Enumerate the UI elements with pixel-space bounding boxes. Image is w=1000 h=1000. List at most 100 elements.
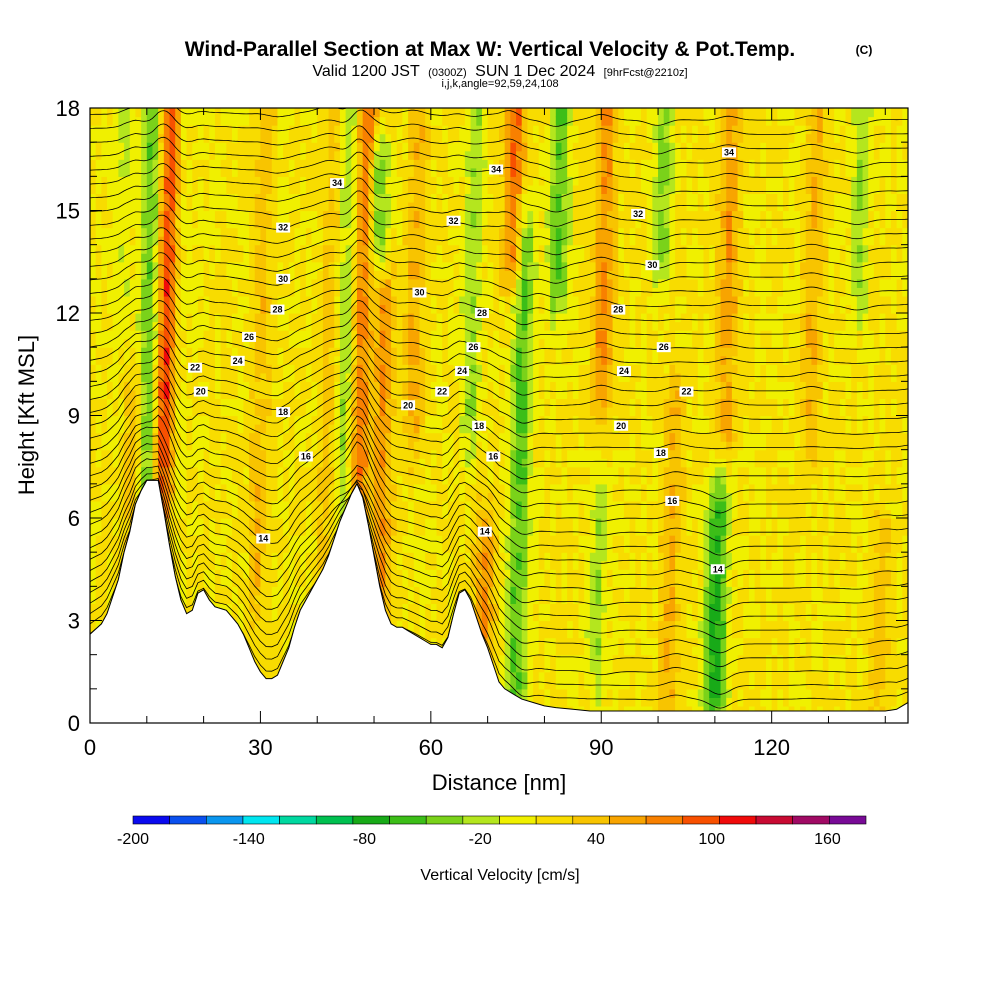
velocity-cell [294, 347, 301, 357]
velocity-cell [379, 295, 386, 306]
velocity-cell [408, 594, 415, 605]
velocity-cell [192, 125, 199, 135]
velocity-cell [374, 372, 381, 382]
velocity-cell [249, 108, 256, 118]
velocity-cell [334, 432, 341, 442]
velocity-cell [288, 278, 296, 288]
velocity-cell [112, 475, 120, 485]
velocity-cell [322, 167, 330, 177]
velocity-cell [186, 577, 193, 587]
velocity-cell [453, 355, 460, 365]
velocity-cell [362, 116, 369, 126]
velocity-cell [362, 261, 369, 271]
velocity-cell [402, 176, 409, 186]
velocity-cell [317, 381, 324, 391]
velocity-cell [430, 219, 438, 229]
velocity-cell [163, 372, 171, 382]
velocity-cell [152, 330, 159, 340]
velocity-cell [237, 483, 244, 493]
velocity-cell [442, 270, 449, 280]
velocity-cell [232, 244, 239, 254]
velocity-cell [186, 116, 193, 126]
velocity-cell [249, 509, 256, 519]
velocity-cell [232, 569, 239, 579]
velocity-cell [197, 458, 205, 468]
velocity-cell [141, 219, 148, 229]
velocity-cell [266, 466, 273, 476]
velocity-cell [362, 201, 369, 212]
velocity-cell [232, 236, 239, 246]
velocity-cell [90, 492, 97, 502]
velocity-cell [243, 193, 250, 203]
velocity-cell [368, 475, 375, 485]
velocity-cell [379, 347, 386, 357]
velocity-cell [317, 500, 324, 511]
velocity-cell [470, 150, 477, 160]
velocity-cell [101, 518, 108, 528]
velocity-cell [158, 287, 165, 297]
velocity-cell [214, 210, 222, 220]
velocity-cell [118, 253, 125, 263]
velocity-cell [271, 611, 279, 622]
velocity-cell [158, 355, 165, 365]
velocity-cell [107, 509, 114, 519]
velocity-cell [396, 500, 404, 511]
velocity-cell [135, 432, 142, 442]
velocity-cell [266, 381, 273, 391]
velocity-cell [368, 193, 375, 203]
velocity-cell [209, 253, 216, 263]
velocity-cell [470, 133, 477, 143]
velocity-cell [266, 108, 273, 118]
velocity-cell [288, 270, 296, 280]
velocity-cell [430, 629, 438, 639]
velocity-cell [385, 304, 392, 314]
velocity-cell [362, 184, 369, 195]
velocity-cell [95, 535, 102, 545]
velocity-cell [470, 270, 477, 280]
velocity-cell [197, 193, 205, 203]
velocity-cell [402, 210, 409, 220]
velocity-cell [107, 270, 114, 280]
velocity-cell [334, 483, 341, 493]
velocity-cell [260, 176, 267, 186]
velocity-cell [237, 142, 244, 152]
velocity-cell [345, 466, 352, 476]
velocity-cell [447, 603, 455, 613]
velocity-cell [408, 620, 415, 630]
velocity-cell [345, 475, 352, 485]
velocity-cell [197, 236, 205, 246]
velocity-cell [266, 313, 273, 323]
velocity-cell [118, 167, 125, 177]
velocity-cell [203, 133, 210, 143]
velocity-cell [476, 176, 483, 186]
velocity-cell [430, 125, 438, 135]
velocity-cell [107, 210, 114, 220]
velocity-cell [135, 406, 142, 417]
velocity-cell [180, 330, 188, 340]
velocity-cell [283, 389, 290, 400]
velocity-cell [101, 295, 108, 306]
velocity-cell [266, 415, 273, 425]
velocity-cell [209, 483, 216, 493]
velocity-cell [209, 236, 216, 246]
velocity-cell [408, 167, 415, 177]
velocity-cell [249, 184, 256, 195]
velocity-cell [413, 236, 421, 246]
velocity-cell [107, 518, 114, 528]
velocity-cell [237, 535, 244, 545]
velocity-cell [209, 244, 216, 254]
velocity-cell [283, 449, 290, 459]
velocity-cell [447, 253, 455, 263]
velocity-cell [391, 330, 398, 340]
velocity-cell [243, 347, 250, 357]
velocity-cell [220, 125, 227, 135]
velocity-cell [288, 398, 296, 408]
velocity-cell [163, 398, 171, 408]
velocity-cell [345, 261, 352, 271]
velocity-cell [209, 569, 216, 579]
velocity-cell [470, 201, 477, 212]
velocity-cell [300, 219, 307, 229]
velocity-cell [311, 577, 318, 587]
velocity-cell [101, 261, 108, 271]
velocity-cell [254, 509, 262, 519]
